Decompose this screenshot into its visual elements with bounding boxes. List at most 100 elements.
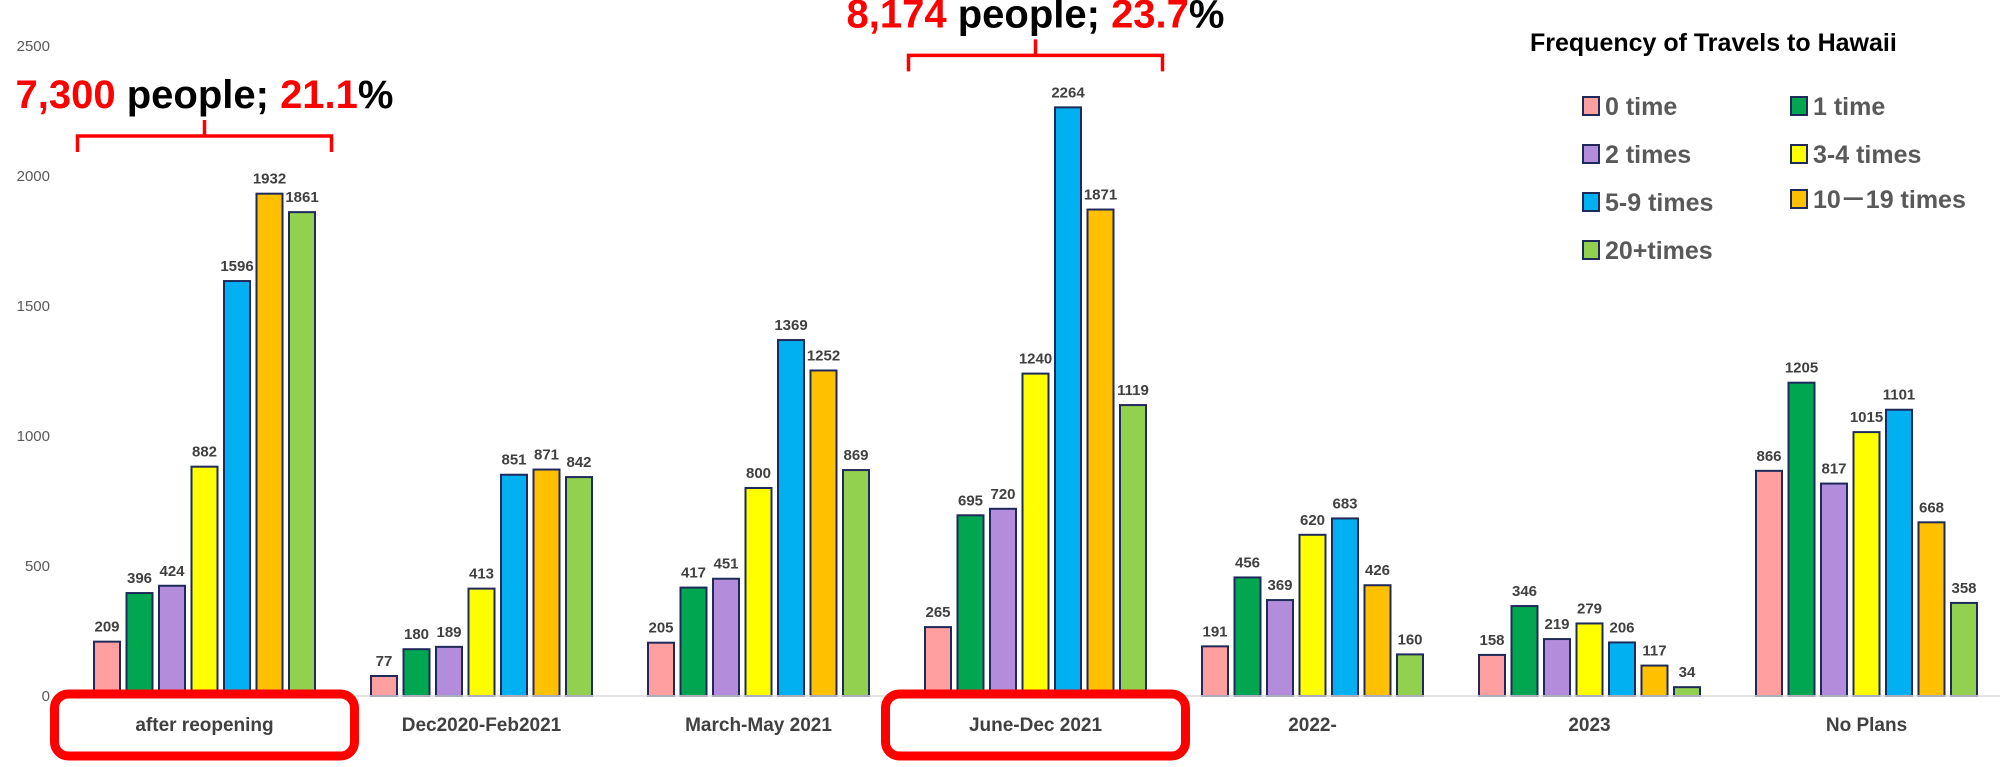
x-tick-label: Dec2020-Feb2021 <box>402 715 562 736</box>
bar <box>777 339 805 697</box>
value-label: 206 <box>1609 619 1634 636</box>
y-tick-label: 1000 <box>17 428 50 445</box>
value-label: 1932 <box>253 171 286 188</box>
bar <box>190 465 219 697</box>
bar <box>1575 622 1604 698</box>
value-label: 720 <box>990 486 1015 503</box>
value-label: 1871 <box>1084 187 1117 204</box>
legend-entry: 20+times <box>1605 237 1713 265</box>
value-label: 1205 <box>1785 360 1818 377</box>
y-axis: 0 500 1000 1500 2000 2500 <box>17 38 50 705</box>
bar <box>1021 372 1050 697</box>
legend-entry: 2 times <box>1605 141 1691 169</box>
value-label: 866 <box>1756 448 1781 465</box>
bracket <box>906 39 1165 72</box>
y-tick-label: 1500 <box>17 298 50 315</box>
bar <box>809 369 838 697</box>
value-label: 1015 <box>1850 409 1883 426</box>
bar <box>1086 208 1115 697</box>
legend-swatch <box>1582 96 1600 116</box>
x-tick-label: after reopening <box>135 715 273 736</box>
bar <box>1755 469 1783 697</box>
legend-swatch <box>1582 192 1600 212</box>
value-label: 1596 <box>220 258 253 275</box>
value-label: 1119 <box>1117 382 1149 399</box>
bar <box>1917 521 1946 697</box>
value-label: 358 <box>1951 580 1976 597</box>
bar <box>1331 517 1359 697</box>
bar <box>1201 645 1229 698</box>
value-label: 77 <box>376 653 393 670</box>
bar <box>1298 533 1327 697</box>
value-label: 842 <box>566 454 591 471</box>
value-label: 189 <box>436 624 461 641</box>
y-tick-label: 2500 <box>17 38 50 55</box>
value-label: 191 <box>1202 623 1227 640</box>
bar <box>93 640 121 697</box>
bar <box>255 192 284 697</box>
bar <box>565 476 593 697</box>
value-label: 1240 <box>1019 351 1052 368</box>
value-label: 882 <box>192 444 217 461</box>
value-label: 424 <box>159 563 185 580</box>
value-label: 219 <box>1544 616 1569 633</box>
value-label: 851 <box>501 452 526 469</box>
legend-entry: 0 time <box>1605 93 1677 121</box>
bar <box>1820 482 1848 697</box>
x-tick-label: June-Dec 2021 <box>969 715 1103 736</box>
category-highlight-box <box>50 689 359 761</box>
value-label: 1369 <box>774 317 807 334</box>
bracket <box>75 120 334 152</box>
bar <box>435 645 463 697</box>
value-label: 205 <box>648 620 673 637</box>
legend-swatch <box>1790 144 1808 164</box>
bar <box>223 280 251 697</box>
bar <box>1478 653 1506 697</box>
value-label: 800 <box>746 465 771 482</box>
value-label: 695 <box>958 492 983 509</box>
bar <box>532 468 561 698</box>
legend-entry: 10－19 times <box>1813 186 1966 214</box>
value-label: 668 <box>1919 499 1944 516</box>
value-label: 180 <box>404 626 429 643</box>
bar <box>712 577 740 697</box>
bar <box>1608 641 1636 698</box>
legend-swatch <box>1790 96 1808 116</box>
bar <box>1885 408 1913 697</box>
value-label: 413 <box>469 566 494 583</box>
bar <box>647 641 675 698</box>
legend: Frequency of Travels to Hawaii 0 time 1 ti… <box>1530 29 1966 265</box>
bar <box>744 487 773 697</box>
value-label: 869 <box>843 447 868 464</box>
bar <box>1673 686 1701 697</box>
category-highlight-box <box>881 689 1190 761</box>
bar <box>1510 605 1539 697</box>
value-label: 279 <box>1577 600 1602 617</box>
bar <box>1852 431 1881 697</box>
bar <box>402 648 431 698</box>
value-label: 817 <box>1821 461 1846 478</box>
bar <box>679 586 708 698</box>
value-label: 426 <box>1365 562 1390 579</box>
value-label: 417 <box>681 565 706 582</box>
value-label: 117 <box>1642 643 1666 660</box>
legend-entry: 1 time <box>1813 93 1885 121</box>
value-label: 369 <box>1267 577 1292 594</box>
x-tick-label: 2022- <box>1288 715 1337 736</box>
annotations-layer: 7,300 people; 21.1% 8,174 people; 23.7% <box>16 0 1225 761</box>
legend-entry: 5-9 times <box>1605 189 1713 217</box>
bar <box>1787 381 1816 697</box>
bar <box>989 507 1017 697</box>
bar <box>1640 664 1669 698</box>
y-tick-label: 0 <box>42 688 50 705</box>
annotation-text: 8,174 people; 23.7% <box>847 0 1225 36</box>
bar <box>158 584 186 698</box>
y-tick-label: 500 <box>25 558 50 575</box>
y-tick-label: 2000 <box>17 168 50 185</box>
x-tick-label: March-May 2021 <box>685 715 832 736</box>
legend-entry: 3-4 times <box>1813 141 1921 169</box>
bar <box>1950 601 1978 697</box>
bar <box>1119 404 1147 697</box>
annotation-text: 7,300 people; 21.1% <box>16 73 394 117</box>
